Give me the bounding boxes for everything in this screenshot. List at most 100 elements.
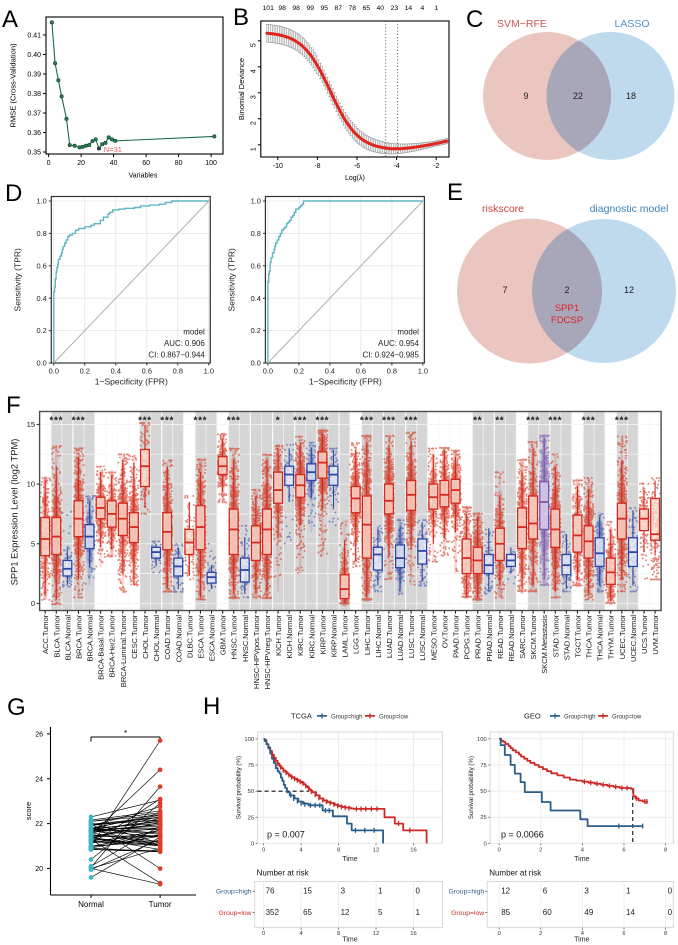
svg-text:0: 0 bbox=[251, 841, 254, 847]
svg-text:0.8: 0.8 bbox=[173, 367, 183, 376]
svg-text:UCS.Tumor: UCS.Tumor bbox=[640, 614, 649, 654]
svg-text:0.6: 0.6 bbox=[356, 367, 366, 376]
svg-text:***: *** bbox=[615, 416, 629, 427]
svg-text:STAD.Tumor: STAD.Tumor bbox=[551, 614, 560, 657]
svg-text:6: 6 bbox=[622, 931, 625, 937]
svg-text:model: model bbox=[183, 328, 205, 337]
svg-text:98: 98 bbox=[292, 5, 300, 12]
svg-text:Survival probability (%): Survival probability (%) bbox=[236, 756, 243, 819]
svg-text:0.4: 0.4 bbox=[325, 367, 335, 376]
svg-text:LASSO: LASSO bbox=[614, 18, 649, 30]
svg-text:B: B bbox=[233, 4, 249, 31]
svg-text:60: 60 bbox=[142, 160, 150, 167]
svg-text:75: 75 bbox=[480, 763, 486, 769]
svg-text:99: 99 bbox=[307, 5, 315, 12]
svg-text:SKCM.Tumor: SKCM.Tumor bbox=[529, 614, 538, 659]
svg-text:BRCA-Luminal.Tumor: BRCA-Luminal.Tumor bbox=[119, 614, 128, 687]
svg-text:0.4: 0.4 bbox=[251, 294, 261, 303]
svg-text:20: 20 bbox=[35, 866, 43, 873]
svg-text:3: 3 bbox=[250, 95, 257, 99]
svg-text:78: 78 bbox=[349, 5, 357, 12]
svg-text:F: F bbox=[6, 392, 21, 419]
svg-text:SKCM.Metastasis: SKCM.Metastasis bbox=[540, 615, 549, 674]
svg-text:0.2: 0.2 bbox=[251, 326, 261, 335]
svg-text:Group=high: Group=high bbox=[564, 714, 596, 720]
svg-text:p = 0.007: p = 0.007 bbox=[267, 830, 305, 840]
svg-text:RMSE (Cross-Validation): RMSE (Cross-Validation) bbox=[9, 43, 18, 128]
svg-text:4: 4 bbox=[421, 5, 425, 12]
svg-text:KIRC.Tumor: KIRC.Tumor bbox=[296, 614, 305, 656]
svg-text:OV.Tumor: OV.Tumor bbox=[440, 614, 449, 648]
svg-text:0.2: 0.2 bbox=[80, 367, 90, 376]
svg-text:***: *** bbox=[526, 416, 540, 427]
svg-text:READ.Tumor: READ.Tumor bbox=[496, 614, 505, 659]
svg-text:0: 0 bbox=[262, 931, 265, 937]
svg-text:diagnostic model: diagnostic model bbox=[590, 203, 669, 215]
svg-text:5: 5 bbox=[250, 43, 257, 47]
svg-text:0.0: 0.0 bbox=[263, 367, 273, 376]
svg-text:A: A bbox=[2, 6, 18, 33]
svg-text:6: 6 bbox=[622, 847, 625, 853]
svg-text:85: 85 bbox=[501, 908, 510, 917]
svg-text:0: 0 bbox=[47, 160, 51, 167]
svg-text:1.0: 1.0 bbox=[418, 367, 428, 376]
svg-text:80: 80 bbox=[175, 160, 183, 167]
svg-text:8: 8 bbox=[337, 931, 340, 937]
svg-text:-6: -6 bbox=[354, 163, 360, 170]
svg-text:14: 14 bbox=[626, 908, 635, 917]
svg-text:1: 1 bbox=[378, 887, 383, 896]
svg-text:5: 5 bbox=[31, 539, 35, 548]
svg-text:CHOL.Normal: CHOL.Normal bbox=[152, 615, 161, 662]
svg-text:1: 1 bbox=[435, 5, 439, 12]
svg-text:1−Specificity (FPR): 1−Specificity (FPR) bbox=[309, 377, 382, 387]
svg-text:4: 4 bbox=[250, 69, 257, 73]
svg-text:***: *** bbox=[548, 416, 562, 427]
svg-text:N=31: N=31 bbox=[104, 145, 122, 154]
svg-text:18: 18 bbox=[626, 91, 636, 101]
svg-text:AUC: 0.906: AUC: 0.906 bbox=[164, 339, 205, 348]
svg-text:352: 352 bbox=[266, 908, 280, 917]
svg-text:101: 101 bbox=[263, 5, 275, 12]
svg-text:riskscore: riskscore bbox=[482, 203, 524, 215]
svg-text:READ.Normal: READ.Normal bbox=[507, 615, 516, 662]
svg-text:26: 26 bbox=[35, 731, 43, 738]
svg-text:0.35: 0.35 bbox=[27, 149, 41, 156]
svg-text:HNSC.Normal: HNSC.Normal bbox=[241, 615, 250, 662]
svg-text:20: 20 bbox=[77, 160, 85, 167]
svg-text:16: 16 bbox=[410, 847, 416, 853]
svg-text:-2: -2 bbox=[433, 163, 439, 170]
svg-text:***: *** bbox=[160, 416, 174, 427]
svg-text:1.0: 1.0 bbox=[204, 367, 214, 376]
svg-text:CI: 0.867−0.944: CI: 0.867−0.944 bbox=[148, 351, 205, 360]
svg-text:22: 22 bbox=[35, 821, 43, 828]
svg-text:Variables: Variables bbox=[129, 173, 158, 180]
svg-text:2: 2 bbox=[539, 847, 542, 853]
svg-text:***: *** bbox=[227, 416, 241, 427]
svg-text:LIHC.Tumor: LIHC.Tumor bbox=[363, 614, 372, 655]
svg-text:KICH.Tumor: KICH.Tumor bbox=[274, 614, 283, 656]
svg-text:Sensitivity (TPR): Sensitivity (TPR) bbox=[226, 248, 236, 311]
svg-text:7: 7 bbox=[502, 285, 507, 295]
svg-text:6: 6 bbox=[543, 887, 548, 896]
svg-text:0.39: 0.39 bbox=[27, 71, 41, 78]
svg-text:score: score bbox=[24, 802, 33, 820]
svg-text:KIRP.Tumor: KIRP.Tumor bbox=[318, 614, 327, 654]
svg-text:49: 49 bbox=[584, 908, 593, 917]
svg-text:STAD.Normal: STAD.Normal bbox=[562, 615, 571, 661]
svg-text:GEO: GEO bbox=[524, 712, 541, 721]
svg-text:SPP1: SPP1 bbox=[555, 303, 579, 314]
svg-text:Group=low: Group=low bbox=[379, 714, 409, 720]
svg-text:0.8: 0.8 bbox=[37, 229, 47, 238]
svg-text:model: model bbox=[397, 328, 419, 337]
svg-text:0.2: 0.2 bbox=[294, 367, 304, 376]
svg-text:0: 0 bbox=[668, 887, 673, 896]
svg-text:**: ** bbox=[495, 416, 504, 427]
svg-text:HNSC.Tumor: HNSC.Tumor bbox=[230, 614, 239, 659]
svg-text:50: 50 bbox=[248, 789, 254, 795]
svg-text:*: * bbox=[276, 416, 281, 427]
svg-text:*: * bbox=[124, 729, 127, 738]
svg-text:0.8: 0.8 bbox=[387, 367, 397, 376]
svg-text:8: 8 bbox=[664, 931, 667, 937]
svg-text:25: 25 bbox=[480, 815, 486, 821]
svg-text:BRCA.Normal: BRCA.Normal bbox=[86, 615, 95, 662]
